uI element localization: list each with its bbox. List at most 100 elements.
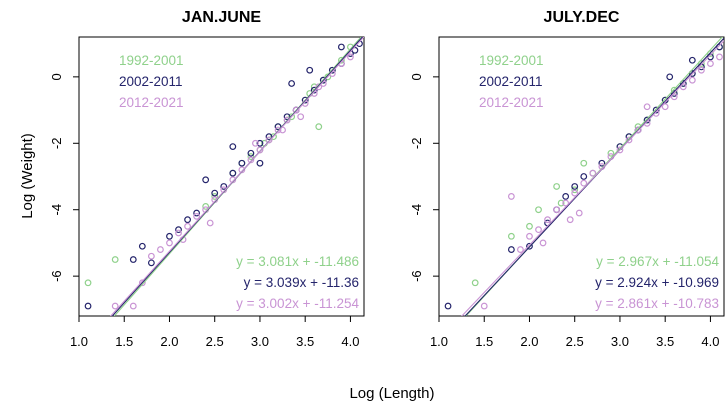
data-point bbox=[539, 239, 547, 247]
legend-entry: 2002-2011 bbox=[479, 74, 543, 89]
data-point bbox=[310, 86, 318, 94]
data-point bbox=[288, 113, 296, 121]
data-point bbox=[328, 66, 336, 74]
data-point bbox=[247, 153, 255, 160]
data-point bbox=[138, 279, 146, 287]
data-point bbox=[480, 302, 488, 310]
x-tick-label: 2.5 bbox=[206, 334, 224, 349]
data-point bbox=[256, 159, 264, 167]
legend-entry: 2002-2011 bbox=[119, 74, 183, 89]
data-point bbox=[580, 173, 588, 180]
data-point bbox=[616, 146, 624, 154]
data-point bbox=[571, 189, 579, 197]
data-point bbox=[670, 93, 678, 101]
data-point bbox=[625, 136, 633, 144]
data-point bbox=[571, 186, 579, 194]
data-point bbox=[84, 302, 92, 310]
data-point bbox=[688, 56, 696, 64]
regression-equation: y = 2.861x + -10.783 bbox=[595, 296, 719, 311]
x-tick-label: 2.5 bbox=[566, 334, 584, 349]
data-point bbox=[238, 166, 246, 174]
data-point bbox=[247, 156, 255, 164]
data-point bbox=[716, 43, 723, 51]
legend-entry: 2012-2021 bbox=[119, 95, 184, 110]
x-tick-label: 3.0 bbox=[611, 334, 629, 349]
data-point bbox=[147, 252, 155, 260]
data-point bbox=[265, 136, 273, 144]
y-tick-label: -6 bbox=[49, 270, 64, 282]
data-point bbox=[697, 66, 705, 74]
y-tick-label: -4 bbox=[409, 204, 424, 216]
y-tick-label: -2 bbox=[409, 138, 424, 150]
data-point bbox=[211, 193, 219, 200]
data-point bbox=[315, 123, 323, 131]
data-point bbox=[229, 143, 237, 151]
series-2012-2021 bbox=[480, 53, 723, 310]
data-point bbox=[211, 189, 219, 197]
regression-line bbox=[109, 37, 364, 316]
regression-line bbox=[461, 40, 724, 316]
data-point bbox=[111, 256, 119, 263]
data-point bbox=[274, 126, 282, 134]
x-tick-label: 4.0 bbox=[701, 334, 719, 349]
data-point bbox=[220, 183, 228, 190]
panel-jan-june: JAN.JUNE 1.0 1.5 2.0 2.5 3.0 3.5 4.0 -6 -4 -2 0 1992… bbox=[49, 9, 365, 349]
data-point bbox=[575, 209, 583, 217]
regression-equation: y = 3.002x + -11.254 bbox=[236, 296, 359, 311]
data-point bbox=[138, 242, 146, 250]
regression-equation: y = 3.039x + -11.36 bbox=[244, 275, 359, 290]
data-point bbox=[562, 199, 570, 207]
x-tick-label: 1.5 bbox=[115, 334, 133, 349]
data-point bbox=[716, 53, 723, 61]
plot-area bbox=[84, 37, 364, 316]
x-tick-label: 4.0 bbox=[341, 334, 359, 349]
plot-frame bbox=[438, 36, 725, 317]
data-point bbox=[444, 302, 452, 310]
data-point bbox=[507, 246, 515, 253]
chart-title: JAN.JUNE bbox=[182, 9, 261, 26]
data-point bbox=[256, 146, 264, 154]
data-point bbox=[526, 232, 533, 240]
data-point bbox=[347, 53, 354, 61]
data-point bbox=[652, 106, 660, 114]
data-point bbox=[247, 149, 255, 157]
data-point bbox=[679, 80, 687, 87]
data-point bbox=[202, 202, 210, 210]
y-tick-label: 0 bbox=[409, 73, 424, 80]
data-point bbox=[157, 246, 164, 253]
data-point bbox=[507, 232, 515, 240]
data-point bbox=[175, 229, 182, 237]
data-point bbox=[129, 302, 137, 310]
data-point bbox=[580, 159, 588, 167]
data-point bbox=[129, 256, 137, 263]
data-point bbox=[147, 259, 155, 267]
data-point bbox=[566, 216, 574, 224]
data-point bbox=[562, 193, 570, 200]
plot-area bbox=[444, 37, 724, 316]
data-point bbox=[688, 70, 696, 77]
data-point bbox=[670, 90, 678, 97]
data-point bbox=[297, 113, 305, 121]
legend-entry: 1992-2001 bbox=[119, 53, 184, 68]
data-point bbox=[507, 193, 515, 200]
data-point bbox=[571, 183, 579, 190]
legend-entry: 1992-2001 bbox=[479, 53, 544, 68]
y-tick-label: 0 bbox=[49, 73, 64, 80]
data-point bbox=[607, 149, 615, 157]
data-point bbox=[292, 106, 300, 114]
data-point bbox=[229, 169, 237, 177]
x-tick-label: 1.5 bbox=[475, 334, 493, 349]
data-point bbox=[471, 279, 479, 287]
data-point bbox=[697, 60, 705, 67]
data-point bbox=[535, 206, 542, 214]
data-point bbox=[265, 133, 273, 141]
x-tick-label: 1.0 bbox=[430, 334, 448, 349]
data-point bbox=[517, 246, 524, 253]
data-point bbox=[256, 139, 264, 147]
data-point bbox=[184, 216, 191, 224]
data-point bbox=[206, 219, 214, 227]
data-point bbox=[666, 73, 674, 81]
data-point bbox=[288, 80, 296, 87]
